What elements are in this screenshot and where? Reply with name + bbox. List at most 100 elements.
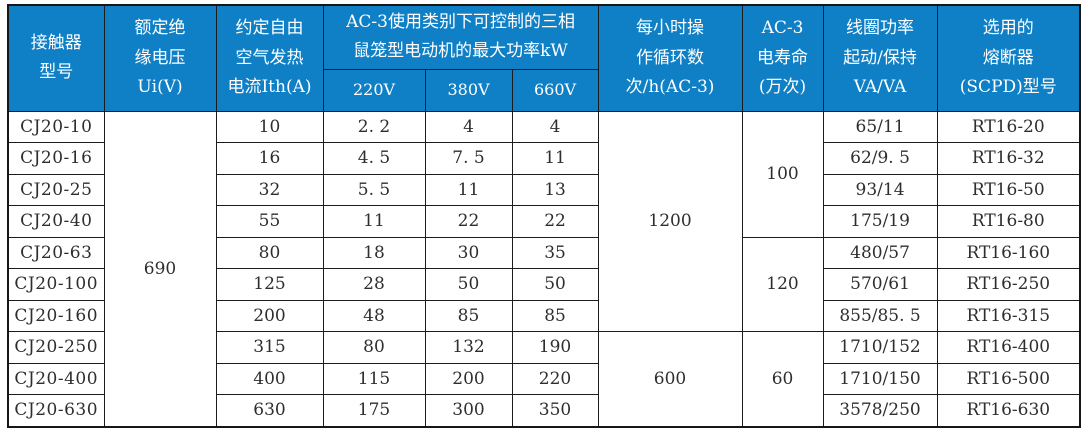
cell-model: CJ20-250 bbox=[7, 331, 105, 364]
cell-ith: 125 bbox=[215, 268, 324, 301]
cell-fuse: RT16-315 bbox=[936, 299, 1081, 332]
cell-life-100: 100 bbox=[741, 110, 824, 238]
cell-power-220: 28 bbox=[322, 268, 426, 301]
cell-cycles-1200: 1200 bbox=[597, 110, 743, 332]
cell-coil-power: 65/11 bbox=[822, 110, 938, 143]
header-insulation-voltage: 额定绝 缘电压 Ui(V) bbox=[103, 4, 217, 112]
cell-power-380: 7. 5 bbox=[424, 142, 513, 175]
table-row: CJ20-25 32 5. 5 11 13 93/14 RT16-50 bbox=[7, 173, 1081, 206]
cell-coil-power: 93/14 bbox=[822, 173, 938, 206]
cell-ith: 10 bbox=[215, 110, 324, 143]
cell-coil-power: 570/61 bbox=[822, 268, 938, 301]
cell-fuse: RT16-250 bbox=[936, 268, 1081, 301]
header-sub-380v: 380V bbox=[424, 68, 513, 112]
cell-coil-power: 62/9. 5 bbox=[822, 142, 938, 175]
cell-power-380: 300 bbox=[424, 394, 513, 427]
cell-fuse: RT16-50 bbox=[936, 173, 1081, 206]
table-row: CJ20-40 55 11 22 22 175/19 RT16-80 bbox=[7, 205, 1081, 238]
cell-fuse: RT16-80 bbox=[936, 205, 1081, 238]
header-cycles-per-hour: 每小时操 作循环数 次/h(AC-3) bbox=[597, 4, 743, 112]
cell-power-220: 5. 5 bbox=[322, 173, 426, 206]
cell-coil-power: 1710/152 bbox=[822, 331, 938, 364]
cell-model: CJ20-63 bbox=[7, 236, 105, 269]
header-sub-220v: 220V bbox=[322, 68, 426, 112]
header-sub-660v: 660V bbox=[511, 68, 599, 112]
contactor-spec-table-wrap: 接触器 型号 额定绝 缘电压 Ui(V) 约定自由 空气发热 电流Ith(A) … bbox=[7, 4, 1082, 428]
cell-power-380: 22 bbox=[424, 205, 513, 238]
cell-power-220: 115 bbox=[322, 362, 426, 395]
cell-coil-power: 175/19 bbox=[822, 205, 938, 238]
cell-power-660: 85 bbox=[511, 299, 599, 332]
cell-fuse: RT16-32 bbox=[936, 142, 1081, 175]
cell-coil-power: 855/85. 5 bbox=[822, 299, 938, 332]
cell-power-220: 175 bbox=[322, 394, 426, 427]
cell-ith: 200 bbox=[215, 299, 324, 332]
cell-power-660: 11 bbox=[511, 142, 599, 175]
cell-fuse: RT16-400 bbox=[936, 331, 1081, 364]
cell-fuse: RT16-500 bbox=[936, 362, 1081, 395]
cell-ith: 55 bbox=[215, 205, 324, 238]
cell-power-220: 4. 5 bbox=[322, 142, 426, 175]
cell-model: CJ20-40 bbox=[7, 205, 105, 238]
table-row: CJ20-10 690 10 2. 2 4 4 1200 100 65/11 R… bbox=[7, 110, 1081, 427]
cell-ith: 80 bbox=[215, 236, 324, 269]
cell-power-660: 22 bbox=[511, 205, 599, 238]
contactor-spec-table: 接触器 型号 额定绝 缘电压 Ui(V) 约定自由 空气发热 电流Ith(A) … bbox=[7, 4, 1082, 428]
table-row: CJ20-400 400 115 200 220 1710/150 RT16-5… bbox=[7, 362, 1081, 395]
table-row: CJ20-160 200 48 85 85 855/85. 5 RT16-315 bbox=[7, 299, 1081, 332]
cell-fuse: RT16-630 bbox=[936, 394, 1081, 427]
cell-power-660: 220 bbox=[511, 362, 599, 395]
cell-coil-power: 1710/150 bbox=[822, 362, 938, 395]
cell-model: CJ20-400 bbox=[7, 362, 105, 395]
table-row: CJ20-100 125 28 50 50 570/61 RT16-250 bbox=[7, 268, 1081, 301]
cell-ith: 16 bbox=[215, 142, 324, 175]
cell-power-220: 18 bbox=[322, 236, 426, 269]
cell-power-660: 190 bbox=[511, 331, 599, 364]
cell-power-380: 11 bbox=[424, 173, 513, 206]
cell-power-660: 4 bbox=[511, 110, 599, 143]
cell-power-220: 80 bbox=[322, 331, 426, 364]
cell-life-60: 60 bbox=[741, 331, 824, 427]
cell-model: CJ20-160 bbox=[7, 299, 105, 332]
cell-model: CJ20-25 bbox=[7, 173, 105, 206]
header-power-group: AC-3使用类别下可控制的三相 鼠笼型电动机的最大功率kW bbox=[322, 4, 599, 70]
header-coil-power: 线圈功率 起动/保持 VA/VA bbox=[822, 4, 938, 112]
cell-model: CJ20-10 bbox=[7, 110, 105, 143]
cell-coil-power: 480/57 bbox=[822, 236, 938, 269]
cell-fuse: RT16-20 bbox=[936, 110, 1081, 143]
table-header: 接触器 型号 额定绝 缘电压 Ui(V) 约定自由 空气发热 电流Ith(A) … bbox=[7, 4, 1081, 112]
cell-power-380: 85 bbox=[424, 299, 513, 332]
cell-power-220: 48 bbox=[322, 299, 426, 332]
cell-ith: 630 bbox=[215, 394, 324, 427]
cell-ith: 400 bbox=[215, 362, 324, 395]
cell-power-380: 200 bbox=[424, 362, 513, 395]
header-thermal-current: 约定自由 空气发热 电流Ith(A) bbox=[215, 4, 324, 112]
cell-power-660: 35 bbox=[511, 236, 599, 269]
table-row: CJ20-630 630 175 300 350 3578/250 RT16-6… bbox=[7, 394, 1081, 427]
table-row: CJ20-16 16 4. 5 7. 5 11 62/9. 5 RT16-32 bbox=[7, 142, 1081, 175]
cell-power-220: 2. 2 bbox=[322, 110, 426, 143]
cell-power-220: 11 bbox=[322, 205, 426, 238]
cell-power-660: 50 bbox=[511, 268, 599, 301]
cell-power-380: 132 bbox=[424, 331, 513, 364]
header-model: 接触器 型号 bbox=[7, 4, 105, 112]
cell-ith: 315 bbox=[215, 331, 324, 364]
table-body: CJ20-10 690 10 2. 2 4 4 1200 100 65/11 R… bbox=[7, 110, 1081, 427]
cell-life-120: 120 bbox=[741, 236, 824, 332]
cell-cycles-600: 600 bbox=[597, 331, 743, 427]
cell-power-380: 4 bbox=[424, 110, 513, 143]
cell-power-660: 13 bbox=[511, 173, 599, 206]
table-row: CJ20-250 315 80 132 190 600 60 1710/152 … bbox=[7, 331, 1081, 427]
cell-insulation-voltage-690: 690 bbox=[103, 110, 217, 427]
header-fuse-type: 选用的 熔断器 (SCPD)型号 bbox=[936, 4, 1081, 112]
cell-power-380: 30 bbox=[424, 236, 513, 269]
header-electrical-life: AC-3 电寿命 (万次) bbox=[741, 4, 824, 112]
cell-model: CJ20-16 bbox=[7, 142, 105, 175]
cell-power-660: 350 bbox=[511, 394, 599, 427]
cell-model: CJ20-630 bbox=[7, 394, 105, 427]
cell-ith: 32 bbox=[215, 173, 324, 206]
cell-power-380: 50 bbox=[424, 268, 513, 301]
cell-model: CJ20-100 bbox=[7, 268, 105, 301]
cell-coil-power: 3578/250 bbox=[822, 394, 938, 427]
cell-fuse: RT16-160 bbox=[936, 236, 1081, 269]
